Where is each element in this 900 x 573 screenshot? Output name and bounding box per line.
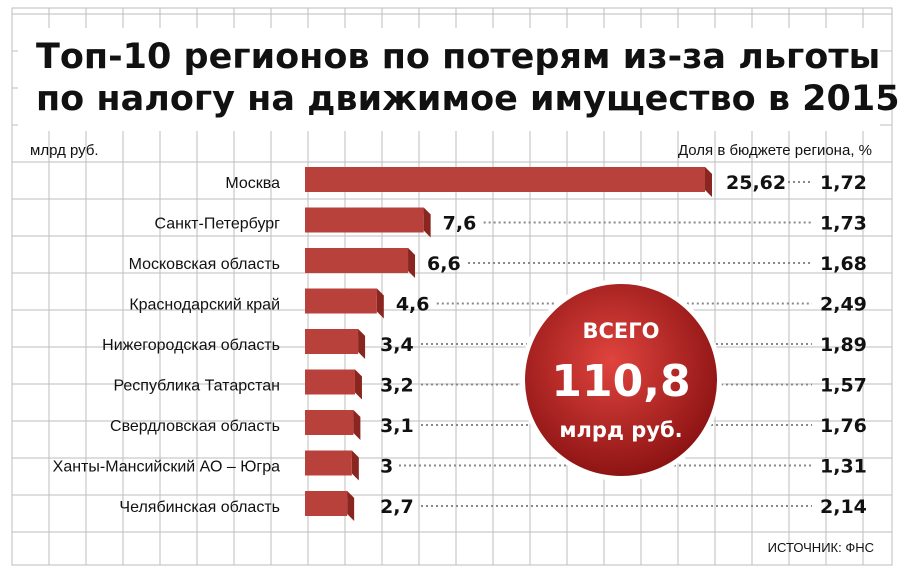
bar-row: Свердловская область 3,1 1,76 (110, 410, 867, 440)
chart-title-line-1: Топ-10 регионов по потерям из-за льготы (36, 37, 880, 77)
bar-row: Московская область 6,6 1,68 (129, 248, 867, 278)
category-label: Москва (225, 175, 280, 192)
bar (305, 450, 352, 476)
bar (305, 207, 424, 233)
bar-rows: Москва 25,62 1,72 Санкт-Петербург 7,6 1,73 Мос… (53, 167, 867, 521)
bar (305, 491, 348, 516)
share-label: 2,49 (820, 294, 867, 316)
bar (305, 288, 377, 314)
category-label: Московская область (129, 256, 280, 273)
bar-row: Ханты-Мансийский АО – Югра 3 1,31 (53, 450, 867, 481)
category-label: Челябинская область (119, 499, 280, 516)
share-label: 1,76 (820, 415, 867, 437)
value-label: 3 (380, 456, 393, 478)
share-label: 1,68 (820, 253, 867, 275)
share-label: 1,89 (820, 334, 867, 356)
share-label: 1,73 (820, 213, 867, 235)
y-axis-unit-label: млрд руб. (30, 142, 99, 159)
value-label: 3,1 (380, 415, 414, 437)
category-label: Санкт-Петербург (155, 216, 281, 233)
value-label: 6,6 (427, 253, 461, 275)
source-note: ИСТОЧНИК: ФНС (768, 540, 874, 555)
share-column-label: Доля в бюджете региона, % (678, 142, 872, 159)
value-label: 3,2 (380, 375, 414, 397)
bar-side-face (705, 167, 712, 197)
bar-side-face (358, 329, 366, 359)
total-unit: млрд руб. (559, 418, 682, 442)
bar-side-face (376, 288, 384, 319)
value-label: 3,4 (380, 334, 414, 356)
share-label: 1,57 (820, 375, 867, 397)
bar (305, 248, 409, 273)
bar-side-face (354, 369, 362, 400)
share-label: 1,31 (820, 456, 867, 478)
total-value: 110,8 (551, 356, 690, 407)
grid-border (11, 7, 893, 566)
bar (305, 369, 355, 395)
bar (305, 329, 359, 354)
total-circle (525, 284, 717, 476)
bar (305, 167, 705, 192)
bar-side-face (408, 248, 416, 278)
bar-side-face (351, 450, 359, 481)
total-label: ВСЕГО (583, 319, 660, 343)
value-label: 2,7 (380, 496, 414, 518)
value-label: 25,62 (726, 172, 786, 194)
bar-side-face (353, 410, 361, 440)
total-badge: ВСЕГО 110,8 млрд руб. (520, 279, 722, 481)
category-label: Республика Татарстан (113, 378, 280, 395)
bar (305, 410, 354, 435)
category-label: Краснодарский край (129, 297, 280, 314)
bar-row: Москва 25,62 1,72 (225, 167, 867, 197)
bar-side-face (347, 491, 355, 521)
value-label: 7,6 (443, 213, 477, 235)
bar-row: Краснодарский край 4,6 2,49 (129, 288, 867, 319)
share-label: 1,72 (820, 172, 867, 194)
share-label: 2,14 (820, 496, 867, 518)
category-label: Свердловская область (110, 418, 280, 435)
title-backdrop (18, 28, 880, 131)
bar-row: Челябинская область 2,7 2,14 (119, 491, 867, 521)
category-label: Нижегородская область (102, 337, 280, 354)
bar-side-face (423, 207, 431, 238)
bar-row: Санкт-Петербург 7,6 1,73 (155, 207, 867, 238)
chart-title-line-2: по налогу на движимое имущество в 2015 г… (36, 79, 900, 119)
value-label: 4,6 (396, 294, 430, 316)
category-label: Ханты-Мансийский АО – Югра (53, 459, 280, 476)
